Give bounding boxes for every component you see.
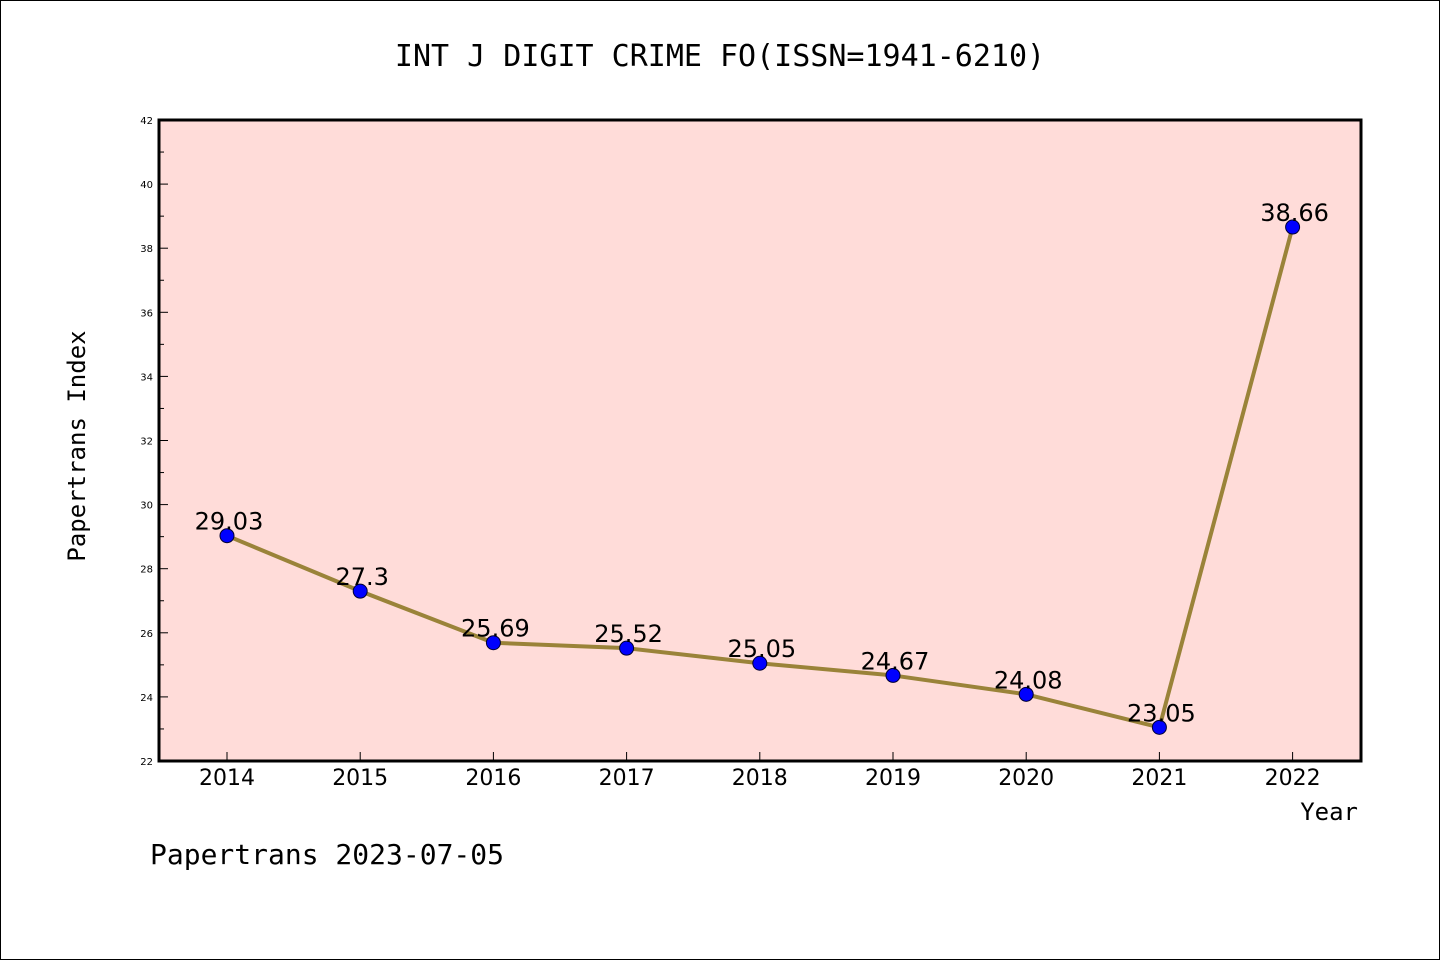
x-tick-label: 2022	[1265, 766, 1321, 791]
data-point	[1018, 686, 1034, 702]
x-tick-label: 2015	[332, 766, 388, 791]
data-point	[485, 635, 501, 651]
data-label: 24.08	[994, 666, 1063, 694]
data-point	[352, 583, 368, 599]
y-tick-label: 28	[140, 565, 153, 576]
footer-text: Papertrans 2023-07-05	[150, 838, 504, 871]
data-label: 24.67	[861, 647, 930, 675]
data-point	[1151, 719, 1167, 735]
x-tick-label: 2016	[465, 766, 521, 791]
y-tick-label: 24	[140, 693, 153, 704]
x-tick-label: 2021	[1131, 766, 1187, 791]
y-tick-label: 34	[140, 372, 153, 383]
y-tick-label: 30	[140, 501, 153, 512]
x-axis-title: Year	[1300, 798, 1358, 826]
data-point	[219, 528, 235, 544]
x-tick-label: 2014	[199, 766, 255, 791]
y-tick-label: 38	[140, 244, 153, 255]
data-point	[619, 640, 635, 656]
series-markers	[219, 219, 1301, 735]
data-label: 27.3	[335, 563, 388, 591]
chart-title: INT J DIGIT CRIME FO(ISSN=1941-6210)	[395, 39, 1045, 74]
data-label: 23.05	[1127, 699, 1196, 727]
y-tick-label: 40	[140, 180, 153, 191]
x-axis: 2014 2015 2016 2017 2018 2019 2020 2021 2022	[199, 752, 1321, 791]
x-tick-label: 2017	[599, 766, 655, 791]
data-label: 38.66	[1260, 199, 1329, 227]
data-point	[752, 655, 768, 671]
x-tick-label: 2019	[865, 766, 921, 791]
plot-area	[157, 118, 1363, 763]
y-axis: 22 24 26 28 30 32 34 36 38 40 42	[140, 116, 168, 768]
y-tick-label: 26	[140, 629, 153, 640]
y-tick-label: 22	[140, 757, 153, 768]
data-label: 29.03	[195, 508, 264, 536]
x-tick-label: 2020	[998, 766, 1054, 791]
y-tick-label: 42	[140, 116, 153, 127]
data-point	[1285, 219, 1301, 235]
y-axis-title: Papertrans Index	[63, 330, 91, 561]
data-label: 25.52	[594, 620, 663, 648]
data-labels: 29.03 27.3 25.69 25.52 25.05 24.67 24.08 23.05 3…	[195, 199, 1329, 727]
x-tick-label: 2018	[732, 766, 788, 791]
data-label: 25.69	[461, 615, 530, 643]
y-tick-label: 32	[140, 437, 153, 448]
data-label: 25.05	[727, 635, 796, 663]
y-tick-label: 36	[140, 308, 153, 319]
data-point	[885, 667, 901, 683]
